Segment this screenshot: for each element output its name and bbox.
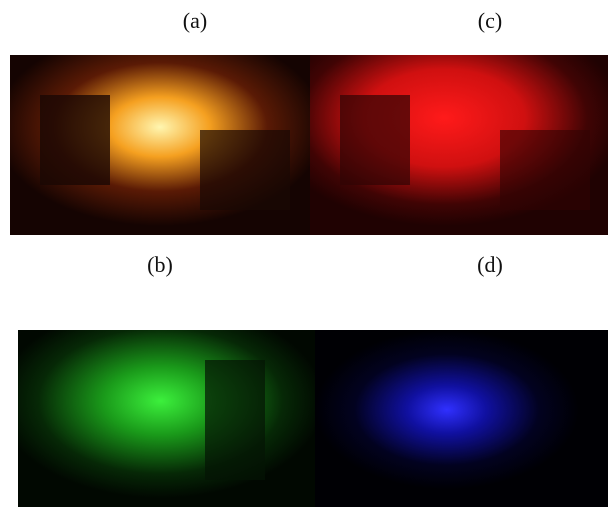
panel-label: (c) — [477, 8, 503, 33]
image-original — [10, 55, 310, 235]
panel-label: (a) — [182, 8, 208, 33]
panel-label: (b) — [147, 252, 173, 277]
image-red-channel — [310, 55, 608, 235]
image-green-channel — [18, 330, 315, 507]
image-blue-channel — [315, 330, 608, 507]
panel-label: (d) — [477, 252, 503, 277]
